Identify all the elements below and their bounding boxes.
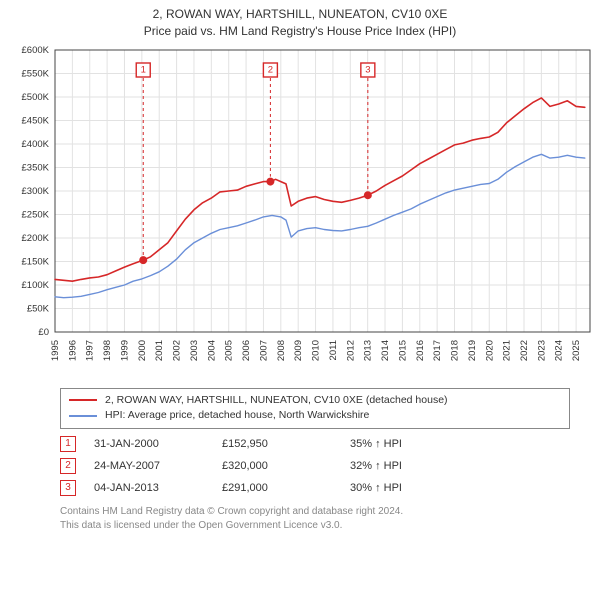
- svg-text:2000: 2000: [137, 340, 148, 361]
- svg-text:2019: 2019: [467, 340, 478, 361]
- svg-text:2: 2: [268, 64, 273, 75]
- svg-text:£550K: £550K: [22, 68, 50, 79]
- event-pct: 30% ↑ HPI: [350, 482, 460, 494]
- event-marker: 2: [60, 458, 76, 474]
- sale-point-1: [139, 256, 147, 264]
- svg-text:2007: 2007: [258, 340, 269, 361]
- legend: 2, ROWAN WAY, HARTSHILL, NUNEATON, CV10 …: [60, 388, 570, 430]
- svg-text:2009: 2009: [293, 340, 304, 361]
- svg-text:£50K: £50K: [27, 303, 50, 314]
- sale-point-3: [364, 191, 372, 199]
- svg-text:1998: 1998: [102, 340, 113, 361]
- svg-text:2012: 2012: [345, 340, 356, 361]
- svg-text:2013: 2013: [363, 340, 374, 361]
- svg-text:1: 1: [141, 64, 146, 75]
- sale-events-table: 1 31-JAN-2000 £152,950 35% ↑ HPI 2 24-MAY-200…: [60, 433, 570, 499]
- event-date: 04-JAN-2013: [94, 482, 204, 494]
- event-marker: 1: [60, 436, 76, 452]
- svg-text:£400K: £400K: [22, 139, 50, 150]
- svg-text:1997: 1997: [85, 340, 96, 361]
- event-price: £320,000: [222, 460, 332, 472]
- legend-item-0: 2, ROWAN WAY, HARTSHILL, NUNEATON, CV10 …: [69, 393, 561, 409]
- legend-swatch: [69, 399, 97, 401]
- svg-text:2017: 2017: [432, 340, 443, 361]
- svg-text:1999: 1999: [119, 340, 130, 361]
- svg-text:2008: 2008: [276, 340, 287, 361]
- svg-text:1996: 1996: [67, 340, 78, 361]
- svg-text:1995: 1995: [50, 340, 61, 361]
- svg-text:2002: 2002: [172, 340, 183, 361]
- svg-text:3: 3: [365, 64, 370, 75]
- legend-swatch: [69, 415, 97, 417]
- svg-text:2010: 2010: [311, 340, 322, 361]
- svg-text:2005: 2005: [224, 340, 235, 361]
- title-line-2: Price paid vs. HM Land Registry's House …: [10, 23, 590, 40]
- event-pct: 35% ↑ HPI: [350, 438, 460, 450]
- event-row-3: 3 04-JAN-2013 £291,000 30% ↑ HPI: [60, 477, 570, 499]
- svg-text:£100K: £100K: [22, 280, 50, 291]
- svg-text:2018: 2018: [450, 340, 461, 361]
- svg-text:2014: 2014: [380, 340, 391, 361]
- svg-text:2003: 2003: [189, 340, 200, 361]
- legend-item-1: HPI: Average price, detached house, Nort…: [69, 408, 561, 424]
- svg-text:£500K: £500K: [22, 92, 50, 103]
- chart-container: £0 £50K £100K £150K £200K £250K £300K £350K £400…: [0, 42, 600, 382]
- svg-text:2015: 2015: [397, 340, 408, 361]
- svg-text:2006: 2006: [241, 340, 252, 361]
- event-marker: 3: [60, 480, 76, 496]
- svg-text:£0: £0: [38, 327, 49, 338]
- svg-text:2024: 2024: [554, 340, 565, 361]
- sale-point-2: [266, 177, 274, 185]
- title-block: 2, ROWAN WAY, HARTSHILL, NUNEATON, CV10 …: [0, 0, 600, 42]
- legend-label: 2, ROWAN WAY, HARTSHILL, NUNEATON, CV10 …: [105, 393, 448, 409]
- svg-text:2001: 2001: [154, 340, 165, 361]
- svg-text:2025: 2025: [571, 340, 582, 361]
- svg-text:2011: 2011: [328, 340, 339, 360]
- event-row-1: 1 31-JAN-2000 £152,950 35% ↑ HPI: [60, 433, 570, 455]
- svg-text:£300K: £300K: [22, 186, 50, 197]
- event-price: £291,000: [222, 482, 332, 494]
- svg-text:2021: 2021: [502, 340, 513, 361]
- svg-text:2016: 2016: [415, 340, 426, 361]
- svg-text:2004: 2004: [206, 340, 217, 361]
- svg-text:£600K: £600K: [22, 45, 50, 56]
- legend-label: HPI: Average price, detached house, Nort…: [105, 408, 369, 424]
- svg-text:£150K: £150K: [22, 256, 50, 267]
- event-price: £152,950: [222, 438, 332, 450]
- svg-text:£250K: £250K: [22, 209, 50, 220]
- attribution-line-1: Contains HM Land Registry data © Crown c…: [60, 505, 570, 519]
- svg-text:£200K: £200K: [22, 233, 50, 244]
- svg-text:£350K: £350K: [22, 162, 50, 173]
- svg-text:2022: 2022: [519, 340, 530, 361]
- svg-text:2020: 2020: [484, 340, 495, 361]
- event-row-2: 2 24-MAY-2007 £320,000 32% ↑ HPI: [60, 455, 570, 477]
- price-chart: £0 £50K £100K £150K £200K £250K £300K £350K £400…: [0, 42, 600, 382]
- event-date: 31-JAN-2000: [94, 438, 204, 450]
- event-date: 24-MAY-2007: [94, 460, 204, 472]
- event-pct: 32% ↑ HPI: [350, 460, 460, 472]
- svg-text:2023: 2023: [536, 340, 547, 361]
- svg-text:£450K: £450K: [22, 115, 50, 126]
- title-line-1: 2, ROWAN WAY, HARTSHILL, NUNEATON, CV10 …: [10, 6, 590, 23]
- attribution-line-2: This data is licensed under the Open Gov…: [60, 519, 570, 533]
- attribution: Contains HM Land Registry data © Crown c…: [60, 505, 570, 532]
